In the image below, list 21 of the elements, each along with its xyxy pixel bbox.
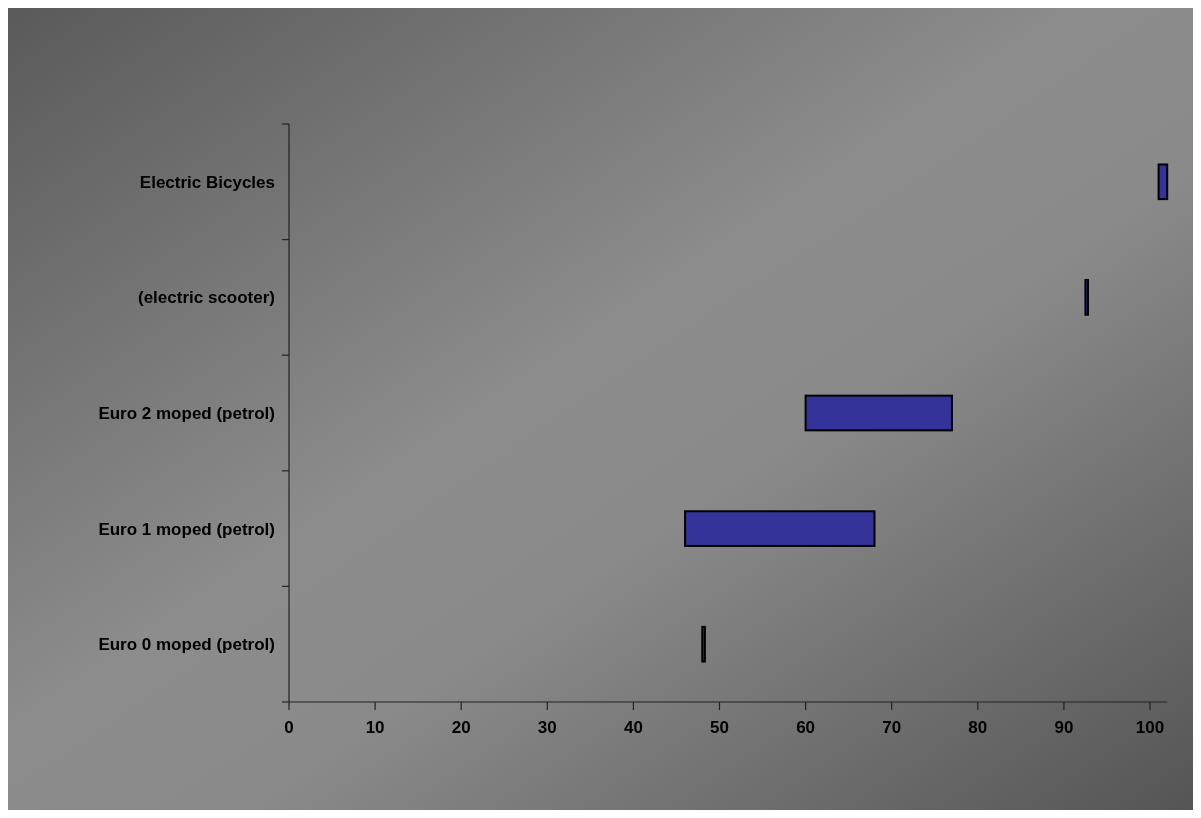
x-tick-label: 50 xyxy=(710,718,729,737)
x-tick-label: 60 xyxy=(796,718,816,737)
y-tick-label: Euro 1 moped (petrol) xyxy=(98,519,275,539)
y-tick-label: Electric Bicycles xyxy=(139,172,275,192)
x-tick-label: 0 xyxy=(284,718,294,737)
x-tick-label: 30 xyxy=(537,718,557,737)
bar xyxy=(1157,163,1169,201)
x-tick-label: 70 xyxy=(882,718,902,737)
bar xyxy=(804,394,953,432)
y-tick-label: Euro 0 moped (petrol) xyxy=(98,635,275,655)
x-tick-label: 90 xyxy=(1054,718,1074,737)
y-tick-label: Euro 2 moped (petrol) xyxy=(98,403,275,423)
bar xyxy=(684,510,876,547)
x-tick-label: 10 xyxy=(365,718,385,737)
bar xyxy=(1084,279,1090,316)
x-tick-label: 80 xyxy=(968,718,988,737)
y-tick-label: (electric scooter) xyxy=(138,288,275,308)
x-tick-label: 100 xyxy=(1135,718,1165,737)
x-tick-label: 40 xyxy=(623,718,643,737)
x-tick-label: 20 xyxy=(451,718,471,737)
bar xyxy=(701,625,706,663)
